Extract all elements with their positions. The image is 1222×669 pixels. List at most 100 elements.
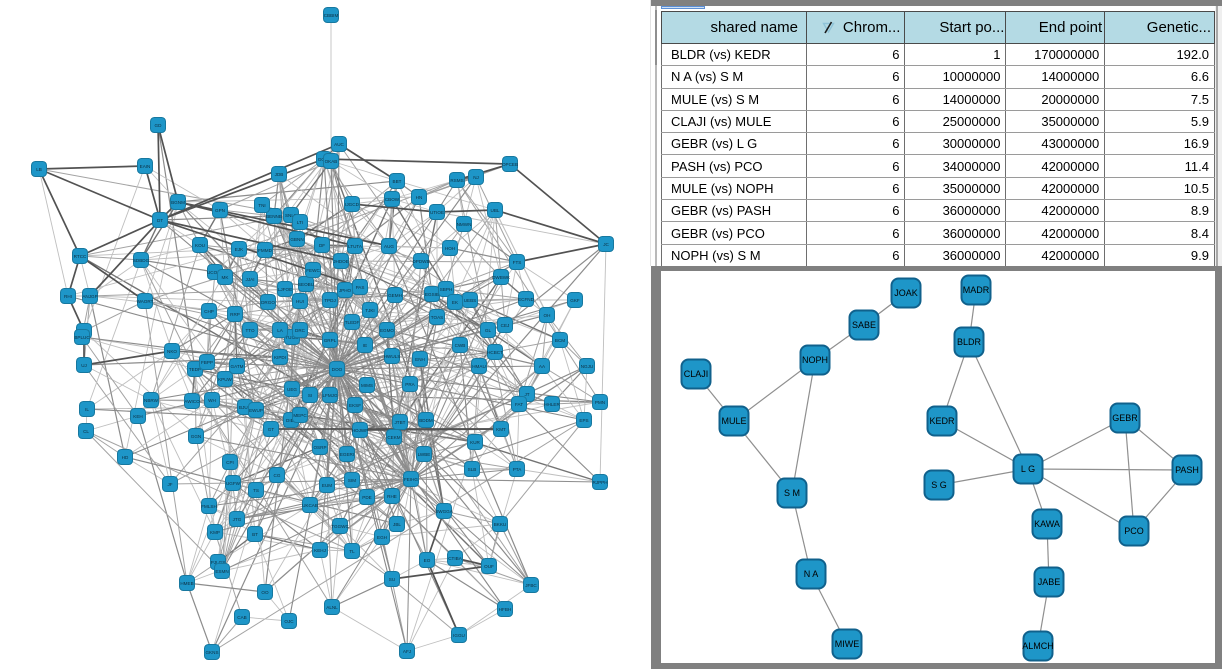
svg-text:NMWN: NMWN	[457, 222, 472, 227]
svg-text:BGNM: BGNM	[171, 200, 185, 205]
svg-text:EO: EO	[424, 558, 431, 563]
svg-text:TJKI: TJKI	[365, 308, 374, 313]
svg-text:KMP: KMP	[210, 530, 220, 535]
svg-text:HMEB: HMEB	[180, 581, 193, 586]
svg-text:DT: DT	[157, 218, 163, 223]
svg-text:EJK: EJK	[235, 247, 244, 252]
svg-text:NOPH: NOPH	[802, 355, 828, 365]
svg-text:DRGO: DRGO	[261, 300, 275, 305]
svg-text:JHDOE: JHDOE	[333, 259, 349, 264]
svg-text:JTBT: JTBT	[395, 420, 406, 425]
svg-text:CWB: CWB	[455, 343, 466, 348]
svg-text:NGJU: NGJU	[581, 364, 594, 369]
svg-text:JT: JT	[524, 392, 529, 397]
svg-text:FEWC: FEWC	[306, 268, 320, 273]
svg-text:BENNB: BENNB	[266, 214, 282, 219]
svg-text:TL: TL	[349, 549, 355, 554]
svg-text:MIWE: MIWE	[835, 639, 860, 649]
svg-text:BKKU: BKKU	[494, 522, 507, 527]
svg-text:HOH: HOH	[445, 246, 455, 251]
svg-text:CPI: CPI	[226, 460, 234, 465]
svg-text:JF: JF	[167, 482, 172, 487]
svg-text:EKSF: EKSF	[349, 403, 361, 408]
svg-text:OWBWK: OWBWK	[492, 275, 511, 280]
svg-text:BJUR: BJUR	[239, 405, 252, 410]
svg-text:EWUP: EWUP	[249, 408, 263, 413]
svg-text:ECFND: ECFND	[518, 297, 535, 302]
svg-text:ANJGP: ANJGP	[82, 294, 97, 299]
svg-text:FTS: FTS	[513, 260, 522, 265]
svg-text:EPS: EPS	[579, 418, 588, 423]
svg-text:ALMCH: ALMCH	[1022, 641, 1054, 651]
svg-text:EK: EK	[452, 300, 459, 305]
svg-text:TNI: TNI	[258, 203, 265, 208]
svg-text:TS: TS	[253, 488, 259, 493]
svg-text:KMT: KMT	[496, 427, 506, 432]
svg-text:OH: OH	[544, 313, 551, 318]
svg-text:BBT: BBT	[393, 179, 402, 184]
svg-text:GL: GL	[485, 328, 492, 333]
svg-text:FAT: FAT	[515, 402, 523, 407]
svg-text:BPLUC: BPLUC	[74, 335, 90, 340]
svg-text:OO: OO	[261, 590, 269, 595]
svg-text:LFMJG: LFMJG	[322, 393, 337, 398]
svg-text:EGH: EGH	[377, 535, 387, 540]
svg-text:HMAU: HMAU	[472, 364, 486, 369]
svg-text:HFBH: HFBH	[499, 607, 512, 612]
svg-text:DOO: DOO	[332, 367, 343, 372]
svg-text:HCBCT: HCBCT	[487, 350, 503, 355]
svg-text:UGFW: UGFW	[226, 481, 241, 486]
svg-text:DRC: DRC	[295, 328, 306, 333]
svg-text:GEMH: GEMH	[388, 293, 402, 298]
svg-text:UKCAB: UKCAB	[302, 503, 318, 508]
svg-text:ALNL: ALNL	[326, 605, 338, 610]
svg-text:KEHJ: KEHJ	[314, 548, 326, 553]
svg-text:PAS: PAS	[356, 285, 365, 290]
svg-text:MK: MK	[222, 275, 230, 280]
svg-text:JOAK: JOAK	[894, 288, 918, 298]
svg-text:SBPH: SBPH	[440, 287, 453, 292]
svg-text:CLAJI: CLAJI	[684, 369, 709, 379]
svg-text:FBPP: FBPP	[201, 360, 213, 365]
svg-text:RSMS: RSMS	[450, 178, 463, 183]
svg-text:SNLP: SNLP	[285, 213, 297, 218]
svg-text:GKNS: GKNS	[205, 650, 218, 655]
svg-text:RHI: RHI	[64, 294, 72, 299]
svg-text:ENH: ENH	[415, 357, 425, 362]
svg-text:SI: SI	[308, 393, 312, 398]
svg-text:HN: HN	[416, 195, 423, 200]
svg-text:IGGU: IGGU	[453, 633, 465, 638]
svg-text:LA: LA	[277, 328, 284, 333]
svg-text:UCOSF: UCOSF	[207, 270, 223, 275]
svg-text:LJFOE: LJFOE	[278, 287, 292, 292]
svg-text:PCO: PCO	[1124, 526, 1144, 536]
svg-text:BDDM: BDDM	[419, 418, 433, 423]
svg-text:RHE: RHE	[387, 494, 397, 499]
svg-text:HOJWP: HOJWP	[352, 428, 369, 433]
svg-text:UJ: UJ	[81, 363, 87, 368]
svg-text:PASH: PASH	[1175, 465, 1199, 475]
svg-text:OKAB: OKAB	[325, 159, 338, 164]
svg-text:MULE: MULE	[721, 416, 746, 426]
svg-text:TGGWC: TGGWC	[331, 524, 349, 529]
svg-text:FMLSH: FMLSH	[201, 504, 217, 509]
svg-text:HUI: HUI	[296, 299, 304, 304]
svg-text:JDB: JDB	[275, 172, 284, 177]
svg-text:S G: S G	[931, 480, 947, 490]
svg-text:FEIHG: FEIHG	[404, 477, 418, 482]
svg-text:EGSIB: EGSIB	[425, 292, 439, 297]
svg-text:WAORT: WAORT	[137, 299, 154, 304]
svg-text:CBOW: CBOW	[385, 197, 400, 202]
svg-text:JPHO: JPHO	[339, 288, 352, 293]
svg-text:TTO: TTO	[245, 328, 255, 333]
svg-text:JC: JC	[603, 242, 609, 247]
svg-text:GGN: GGN	[191, 434, 201, 439]
svg-text:LB: LB	[36, 167, 42, 172]
svg-text:GEBR: GEBR	[1112, 413, 1138, 423]
svg-text:OSRP: OSRP	[313, 445, 326, 450]
svg-text:SDBDG: SDBDG	[133, 258, 150, 263]
svg-text:BT: BT	[252, 532, 258, 537]
svg-text:SU: SU	[389, 577, 395, 582]
svg-text:JTG: JTG	[233, 517, 242, 522]
svg-text:PDE: PDE	[362, 495, 371, 500]
